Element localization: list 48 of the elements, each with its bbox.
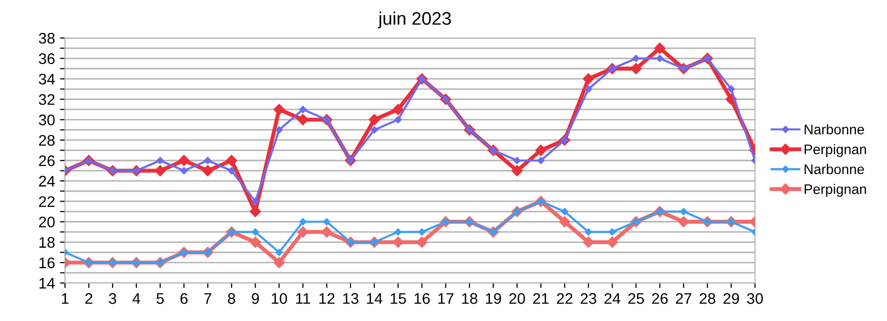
x-tick-label: 10 <box>272 293 288 304</box>
x-tick-label: 12 <box>319 293 334 304</box>
y-tick-label: 14 <box>39 278 55 289</box>
x-tick-label: 6 <box>180 293 188 304</box>
x-tick-label: 4 <box>132 293 140 304</box>
x-tick-label: 29 <box>723 293 739 304</box>
x-tick-label: 19 <box>486 293 502 304</box>
y-tick-label: 30 <box>38 114 55 126</box>
x-tick-label: 11 <box>296 293 310 304</box>
y-tick-label: 24 <box>39 176 55 186</box>
x-tick-label: 15 <box>390 293 406 304</box>
x-tick-label: 17 <box>438 293 454 304</box>
x-tick-label: 1 <box>62 293 69 304</box>
x-tick-label: 28 <box>700 293 716 304</box>
x-tick-label: 23 <box>580 293 596 304</box>
legend-label: Perpignan <box>804 184 866 197</box>
x-tick-label: 8 <box>228 293 236 304</box>
y-tick-label: 22 <box>39 196 55 207</box>
y-tick-label: 32 <box>38 94 55 105</box>
y-tick-label: 20 <box>39 216 55 228</box>
x-tick-label: 7 <box>204 293 212 304</box>
chart-title: juin 2023 <box>378 12 451 28</box>
x-tick-label: 26 <box>652 293 668 304</box>
x-tick-label: 14 <box>366 293 382 304</box>
y-tick-label: 16 <box>39 257 55 268</box>
x-tick-label: 27 <box>676 293 692 304</box>
x-tick-label: 3 <box>108 293 116 304</box>
x-tick-label: 25 <box>628 293 644 304</box>
legend-label: Perpignan <box>804 144 866 158</box>
x-tick-label: 18 <box>462 293 478 304</box>
legend-label: Narbonne <box>804 124 864 134</box>
x-tick-label: 9 <box>252 293 259 304</box>
y-tick-label: 18 <box>39 237 55 248</box>
x-tick-label: 16 <box>414 293 430 304</box>
y-tick-label: 26 <box>39 155 55 166</box>
x-tick-label: 21 <box>533 293 549 304</box>
y-tick-label: 28 <box>39 134 55 146</box>
x-tick-label: 2 <box>85 293 92 304</box>
legend-label: Narbonne <box>804 164 864 174</box>
x-tick-label: 13 <box>343 293 358 304</box>
x-tick-label: 30 <box>747 293 763 304</box>
y-tick-label: 38 <box>38 32 55 44</box>
y-tick-label: 34 <box>38 74 55 85</box>
x-tick-label: 24 <box>604 293 620 304</box>
x-tick-label: 5 <box>156 293 164 304</box>
x-tick-label: 22 <box>556 293 572 304</box>
y-tick-label: 36 <box>38 53 55 64</box>
x-tick-label: 20 <box>509 293 525 304</box>
